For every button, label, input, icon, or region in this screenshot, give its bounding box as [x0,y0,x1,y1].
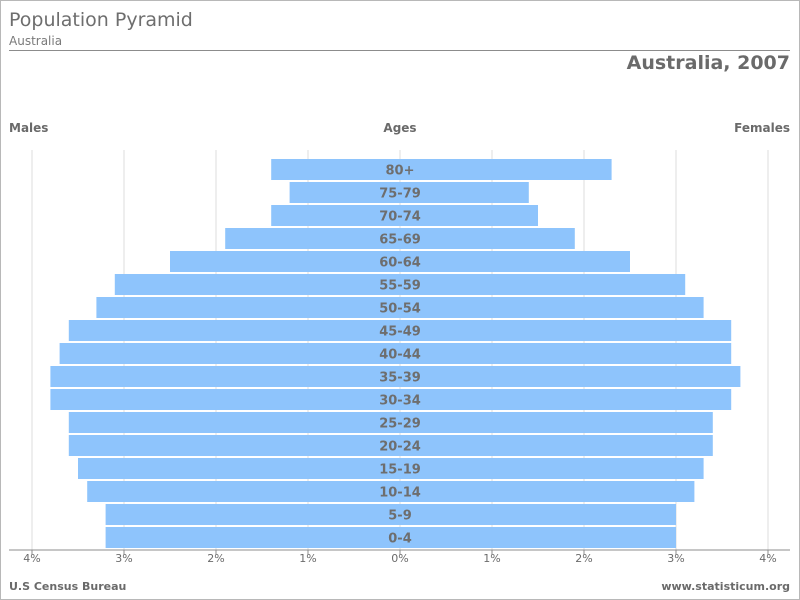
bar-males-40-44[interactable] [59,343,400,364]
bar-females-5-9[interactable] [400,504,676,525]
age-label: 20-24 [379,440,421,455]
bar-females-0-4[interactable] [400,527,676,548]
bar-males-30-34[interactable] [50,389,401,410]
age-label: 60-64 [379,256,421,271]
bar-males-20-24[interactable] [68,435,401,456]
x-tick-label: 3% [667,552,684,565]
bar-females-80+[interactable] [400,159,612,180]
x-tick-label: 0% [391,552,408,565]
bar-males-45-49[interactable] [68,320,401,341]
bar-males-70-74[interactable] [271,205,400,226]
bar-males-75-79[interactable] [289,182,400,203]
x-tick-label: 1% [483,552,500,565]
age-label: 0-4 [388,532,412,547]
age-label: 45-49 [379,325,421,340]
x-tick-label: 4% [23,552,40,565]
age-label: 75-79 [379,187,421,202]
bar-females-70-74[interactable] [400,205,538,226]
age-label: 15-19 [379,463,421,478]
age-label: 40-44 [379,348,421,363]
x-tick-label: 4% [759,552,776,565]
bar-females-45-49[interactable] [400,320,732,341]
chart-title: Population Pyramid [9,9,193,31]
bar-males-25-29[interactable] [68,412,401,433]
bar-females-65-69[interactable] [400,228,575,249]
males-label: Males [9,121,49,135]
age-label: 35-39 [379,371,421,386]
x-tick-label: 3% [115,552,132,565]
bar-females-20-24[interactable] [400,435,713,456]
bar-females-25-29[interactable] [400,412,713,433]
x-tick-label: 2% [207,552,224,565]
bar-males-65-69[interactable] [225,228,400,249]
bar-females-15-19[interactable] [400,458,704,479]
age-label: 55-59 [379,279,421,294]
bar-females-75-79[interactable] [400,182,529,203]
bar-females-40-44[interactable] [400,343,732,364]
bar-males-60-64[interactable] [170,251,400,272]
age-label: 5-9 [388,509,412,524]
age-label: 50-54 [379,302,421,317]
chart-subtitle: Australia [9,34,63,48]
source-credit: U.S Census Bureau [9,580,127,593]
site-link[interactable]: www.statisticum.org [661,580,790,593]
bar-males-55-59[interactable] [114,274,401,295]
bar-females-55-59[interactable] [400,274,686,295]
bar-males-15-19[interactable] [78,458,400,479]
age-label: 70-74 [379,210,421,225]
bar-females-50-54[interactable] [400,297,704,318]
ages-label: Ages [383,121,417,135]
age-label: 65-69 [379,233,421,248]
age-label: 25-29 [379,417,421,432]
age-label: 10-14 [379,486,421,501]
country-year-heading: Australia, 2007 [626,52,790,74]
bar-males-80+[interactable] [271,159,400,180]
x-tick-label: 2% [575,552,592,565]
bar-males-50-54[interactable] [96,297,401,318]
bar-females-60-64[interactable] [400,251,630,272]
bar-males-5-9[interactable] [105,504,400,525]
bar-males-10-14[interactable] [87,481,400,502]
x-tick-label: 1% [299,552,316,565]
females-label: Females [734,121,790,135]
age-label: 80+ [386,164,415,179]
bar-males-35-39[interactable] [50,366,401,387]
bar-females-35-39[interactable] [400,366,741,387]
age-label: 30-34 [379,394,421,409]
bar-males-0-4[interactable] [105,527,400,548]
bar-females-30-34[interactable] [400,389,732,410]
bar-females-10-14[interactable] [400,481,695,502]
title-divider [9,50,790,51]
